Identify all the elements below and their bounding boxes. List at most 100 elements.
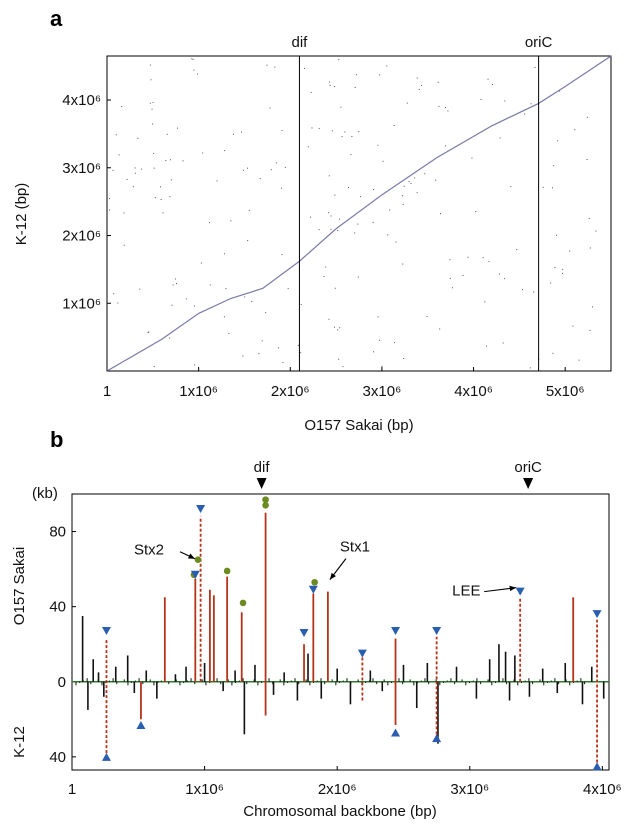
scatter-point xyxy=(141,168,143,170)
scatter-point xyxy=(318,127,320,129)
scatter-point xyxy=(589,247,591,249)
blue-triangle-down xyxy=(592,610,602,619)
scatter-point xyxy=(171,304,173,306)
scatter-point xyxy=(485,345,487,347)
scatter-point xyxy=(307,146,309,148)
annotation-arrowhead xyxy=(187,553,195,559)
x-tick-label: 4x10⁶ xyxy=(583,781,622,798)
scatter-point xyxy=(223,253,225,255)
scatter-point xyxy=(166,133,168,135)
scatter-point xyxy=(200,262,202,264)
scatter-point xyxy=(311,127,313,129)
scatter-point xyxy=(424,173,426,175)
scatter-point xyxy=(337,329,339,331)
scatter-point xyxy=(209,222,211,224)
scatter-point xyxy=(562,268,564,270)
scatter-point xyxy=(418,88,420,90)
scatter-point xyxy=(177,127,179,129)
scatter-point xyxy=(147,332,149,334)
scatter-point xyxy=(297,344,299,346)
scatter-point xyxy=(402,263,404,265)
scatter-point xyxy=(542,186,544,188)
green-dot xyxy=(239,599,247,607)
y-tick-label-zero: 0 xyxy=(58,674,66,691)
panel-a-y-ticks: 1x10⁶ 2x10⁶ 3x10⁶ 4x10⁶ xyxy=(62,92,111,312)
scatter-point xyxy=(551,187,553,189)
panel-b-y-ticks: 40 80 40 0 xyxy=(49,524,76,766)
scatter-point xyxy=(350,154,352,156)
scatter-point xyxy=(216,180,218,182)
scatter-point xyxy=(337,230,339,232)
scatter-point xyxy=(185,298,187,300)
green-dot xyxy=(262,496,269,503)
panel-b-red-bars xyxy=(140,512,575,725)
scatter-point xyxy=(561,272,563,274)
panel-a-letter: a xyxy=(50,6,63,31)
x-tick-label: 1x10⁶ xyxy=(185,781,224,798)
blue-triangle-down xyxy=(101,627,111,636)
scatter-point xyxy=(591,306,593,308)
scatter-point xyxy=(169,337,171,339)
scatter-point xyxy=(533,291,535,293)
scatter-point xyxy=(282,361,284,363)
panel-b-frame xyxy=(71,493,610,771)
scatter-point xyxy=(421,84,423,86)
panel-b-markers: dif oriC xyxy=(254,459,542,489)
panel-b-letter: b xyxy=(50,427,63,452)
scatter-point xyxy=(381,365,383,367)
scatter-point xyxy=(228,332,230,334)
scatter-point xyxy=(414,177,416,179)
y-tick-label: 80 xyxy=(49,524,66,541)
scatter-point xyxy=(357,276,359,278)
y-tick-label: 3x10⁶ xyxy=(62,160,101,177)
scatter-point xyxy=(586,116,588,118)
panel-a-x-ticks: 1 1x10⁶ 2x10⁶ 3x10⁶ 4x10⁶ 5x10⁶ xyxy=(103,367,585,400)
blue-triangle-down xyxy=(308,585,318,594)
scatter-point xyxy=(487,78,489,80)
scatter-point xyxy=(115,134,117,136)
scatter-point xyxy=(126,178,128,180)
panel-a-scatter-points xyxy=(109,58,597,369)
marker-label-oriC: oriC xyxy=(525,34,553,51)
scatter-point xyxy=(281,254,283,256)
scatter-point xyxy=(491,84,493,86)
scatter-point xyxy=(182,160,184,162)
scatter-point xyxy=(595,230,597,232)
scatter-point xyxy=(137,137,139,139)
scatter-point xyxy=(109,209,111,211)
scatter-point xyxy=(265,312,267,314)
scatter-point xyxy=(329,81,331,83)
scatter-point xyxy=(134,167,136,169)
scatter-point xyxy=(387,234,389,236)
scatter-point xyxy=(552,352,554,354)
scatter-point xyxy=(589,329,591,331)
scatter-point xyxy=(373,189,375,191)
blue-triangle-up xyxy=(391,728,401,737)
scatter-point xyxy=(462,274,464,276)
scatter-point xyxy=(266,64,268,66)
marker-arrow-oriC xyxy=(523,478,534,489)
scatter-point xyxy=(351,135,353,137)
scatter-point xyxy=(194,305,196,307)
scatter-point xyxy=(510,186,512,188)
scatter-point xyxy=(402,203,404,205)
panel-b-blue-triangles-down xyxy=(101,505,602,658)
scatter-point xyxy=(578,359,580,361)
scatter-point xyxy=(284,166,286,168)
scatter-point xyxy=(499,137,501,139)
scatter-point xyxy=(118,154,120,156)
scatter-point xyxy=(358,131,360,133)
scatter-point xyxy=(449,259,451,261)
annotation-stx2: Stx2 xyxy=(134,542,164,559)
green-dot xyxy=(223,567,231,575)
scatter-point xyxy=(378,339,380,341)
scatter-point xyxy=(112,169,114,171)
scatter-point xyxy=(281,187,283,189)
scatter-point xyxy=(416,192,418,194)
marker-label-dif: dif xyxy=(254,459,271,476)
annotation-arrowhead xyxy=(509,585,517,592)
scatter-point xyxy=(502,342,504,344)
scatter-point xyxy=(379,74,381,76)
blue-triangle-up xyxy=(136,720,146,729)
scatter-point xyxy=(251,300,253,302)
